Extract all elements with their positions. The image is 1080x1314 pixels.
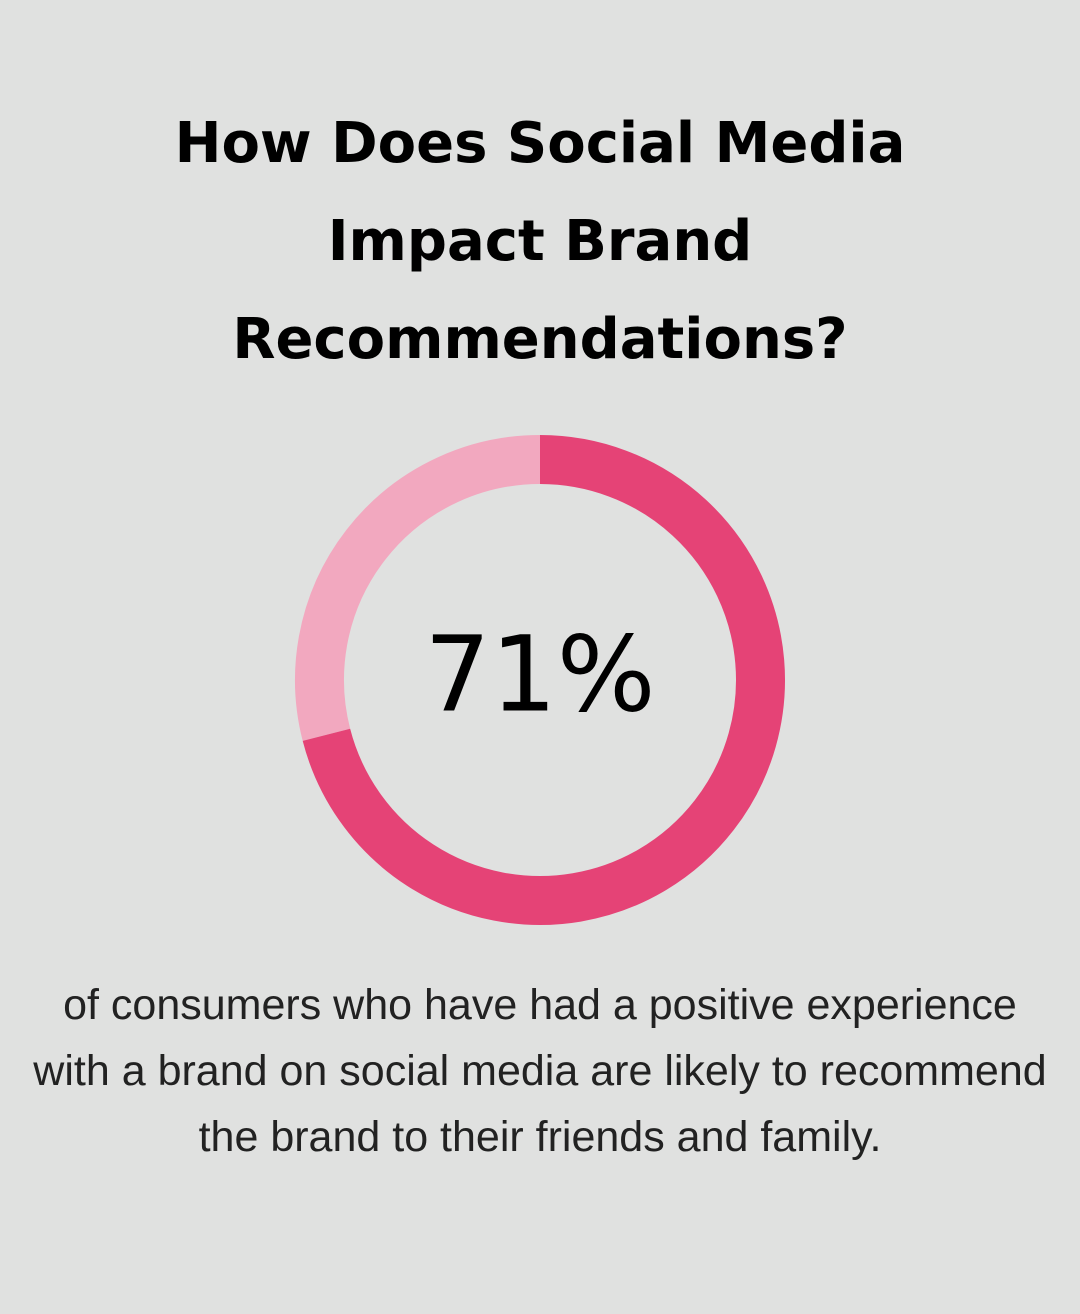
donut-segment xyxy=(302,435,785,925)
donut-segment xyxy=(295,435,541,741)
caption: of consumers who have had a positive exp… xyxy=(33,981,1047,1161)
center-label: 71% xyxy=(424,613,655,735)
donut-chart: 71% xyxy=(295,435,785,925)
title: How Does Social Media Impact Brand Recom… xyxy=(174,111,906,372)
